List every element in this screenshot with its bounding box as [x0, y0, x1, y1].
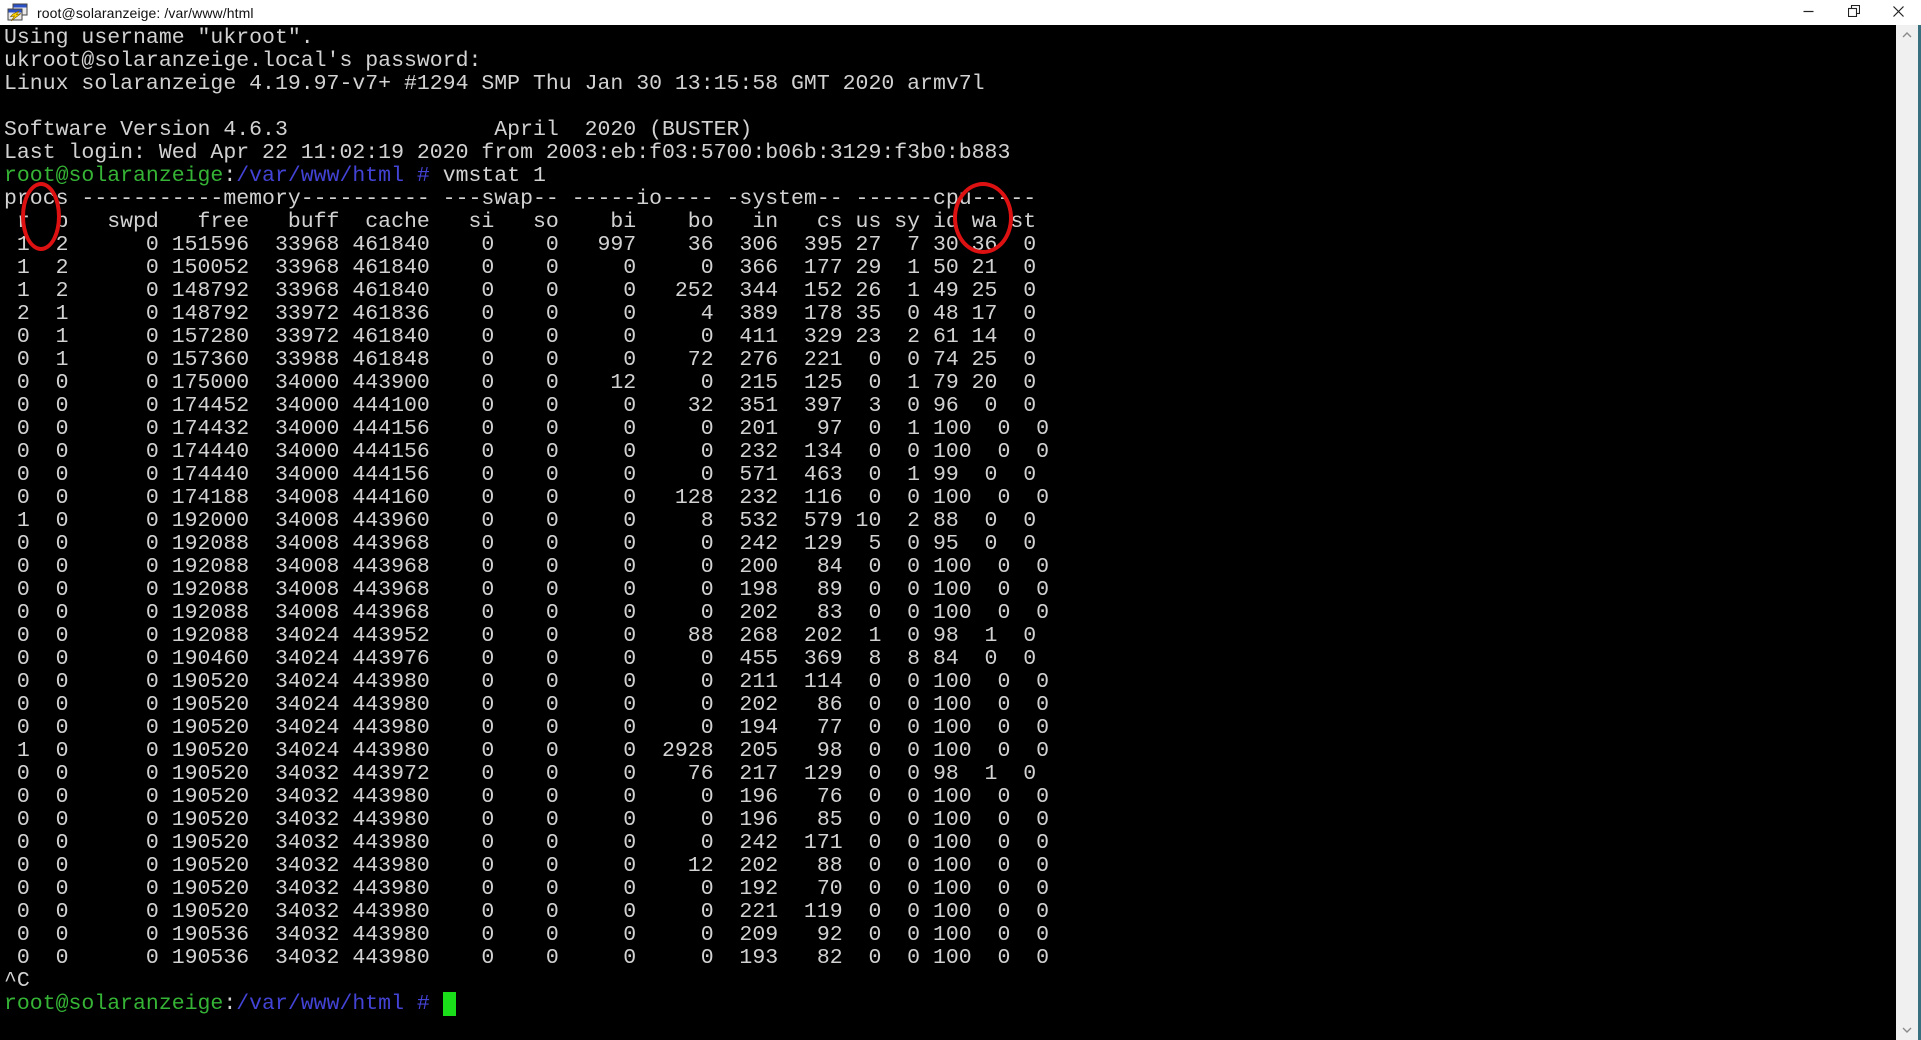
terminal-line: 0 0 0 190536 34032 443980 0 0 0 0 209 92… [4, 923, 1050, 947]
terminal-line: 0 0 0 192088 34008 443968 0 0 0 0 198 89… [4, 578, 1050, 602]
terminal-line: 0 0 0 174440 34000 444156 0 0 0 0 232 13… [4, 440, 1050, 464]
terminal-line: r b swpd free buff cache si so bi bo in … [4, 210, 1037, 234]
annotation-circle-wa-column [953, 182, 1013, 254]
close-button[interactable] [1876, 0, 1921, 25]
terminal-line: 0 0 0 190536 34032 443980 0 0 0 0 193 82… [4, 946, 1050, 970]
terminal-line: ^C [4, 969, 30, 993]
terminal-line: Last login: Wed Apr 22 11:02:19 2020 fro… [4, 141, 1011, 165]
close-icon [1893, 5, 1904, 20]
terminal-line: 0 0 0 192088 34024 443952 0 0 0 88 268 2… [4, 624, 1037, 648]
terminal-line: 1 2 0 151596 33968 461840 0 0 997 36 306… [4, 233, 1037, 257]
titlebar[interactable]: root@solaranzeige: /var/www/html [0, 0, 1921, 25]
terminal-line: 0 0 0 175000 34000 443900 0 0 12 0 215 1… [4, 371, 1037, 395]
window-title: root@solaranzeige: /var/www/html [37, 4, 254, 21]
terminal-line: procs -----------memory---------- ---swa… [4, 187, 1037, 211]
terminal-line: root@solaranzeige:/var/www/html # vmstat… [4, 164, 546, 188]
terminal-line: 1 0 0 190520 34024 443980 0 0 0 2928 205… [4, 739, 1050, 763]
terminal-line: 0 0 0 190520 34032 443980 0 0 0 0 196 85… [4, 808, 1050, 832]
terminal-line: 0 0 0 190460 34024 443976 0 0 0 0 455 36… [4, 647, 1037, 671]
terminal-line: 0 0 0 190520 34032 443980 0 0 0 0 192 70… [4, 877, 1050, 901]
terminal-line: 2 1 0 148792 33972 461836 0 0 0 4 389 17… [4, 302, 1037, 326]
terminal-line: 0 0 0 174440 34000 444156 0 0 0 0 571 46… [4, 463, 1037, 487]
terminal-line: 0 0 0 190520 34024 443980 0 0 0 0 211 11… [4, 670, 1050, 694]
terminal-line: 0 0 0 190520 34032 443980 0 0 0 0 196 76… [4, 785, 1050, 809]
terminal-line: 0 0 0 192088 34008 443968 0 0 0 0 200 84… [4, 555, 1050, 579]
restore-button[interactable] [1831, 0, 1876, 25]
terminal-line: 0 0 0 190520 34024 443980 0 0 0 0 194 77… [4, 716, 1050, 740]
terminal-line: 0 0 0 190520 34032 443980 0 0 0 12 202 8… [4, 854, 1050, 878]
terminal-screen[interactable]: Using username "ukroot". ukroot@solaranze… [0, 25, 1921, 1040]
terminal-line [4, 96, 1049, 119]
terminal-line: 1 2 0 150052 33968 461840 0 0 0 0 366 17… [4, 256, 1037, 280]
terminal-line: Linux solaranzeige 4.19.97-v7+ #1294 SMP… [4, 72, 985, 96]
terminal-line: Using username "ukroot". [4, 26, 314, 50]
terminal-line: 0 1 0 157360 33988 461848 0 0 0 72 276 2… [4, 348, 1037, 372]
restore-icon [1847, 4, 1860, 20]
terminal-line: 0 0 0 174432 34000 444156 0 0 0 0 201 97… [4, 417, 1050, 441]
terminal-cursor [442, 992, 456, 1016]
scroll-down-icon[interactable] [1896, 1020, 1918, 1040]
terminal-line: 0 0 0 190520 34024 443980 0 0 0 0 202 86… [4, 693, 1050, 717]
terminal-line: 0 0 0 192088 34008 443968 0 0 0 0 242 12… [4, 532, 1037, 556]
terminal-line: 0 0 0 174452 34000 444100 0 0 0 32 351 3… [4, 394, 1037, 418]
scroll-up-icon[interactable] [1896, 25, 1918, 45]
terminal-line: 0 0 0 190520 34032 443972 0 0 0 76 217 1… [4, 762, 1037, 786]
terminal-output: Using username "ukroot". ukroot@solaranze… [4, 27, 1049, 1016]
terminal-line: 1 0 0 192000 34008 443960 0 0 0 8 532 57… [4, 509, 1037, 533]
terminal-line: 0 0 0 190520 34032 443980 0 0 0 0 242 17… [4, 831, 1050, 855]
terminal-line: 0 0 0 174188 34008 444160 0 0 0 128 232 … [4, 486, 1050, 510]
minimize-icon [1803, 5, 1814, 20]
terminal-line: ukroot@solaranzeige.local's password: [4, 49, 482, 73]
terminal-line: 0 1 0 157280 33972 461840 0 0 0 0 411 32… [4, 325, 1037, 349]
terminal-line: 1 2 0 148792 33968 461840 0 0 0 252 344 … [4, 279, 1037, 303]
terminal-line: 0 0 0 190520 34032 443980 0 0 0 0 221 11… [4, 900, 1050, 924]
window-controls [1786, 0, 1921, 25]
minimize-button[interactable] [1786, 0, 1831, 25]
annotation-circle-b-column [21, 182, 61, 251]
putty-app-icon [7, 3, 29, 23]
terminal-line: Software Version 4.6.3 April 2020 (BUSTE… [4, 118, 753, 142]
terminal-line: root@solaranzeige:/var/www/html # [4, 992, 1049, 1016]
scrollbar[interactable] [1896, 25, 1918, 1040]
terminal-line: 0 0 0 192088 34008 443968 0 0 0 0 202 83… [4, 601, 1050, 625]
